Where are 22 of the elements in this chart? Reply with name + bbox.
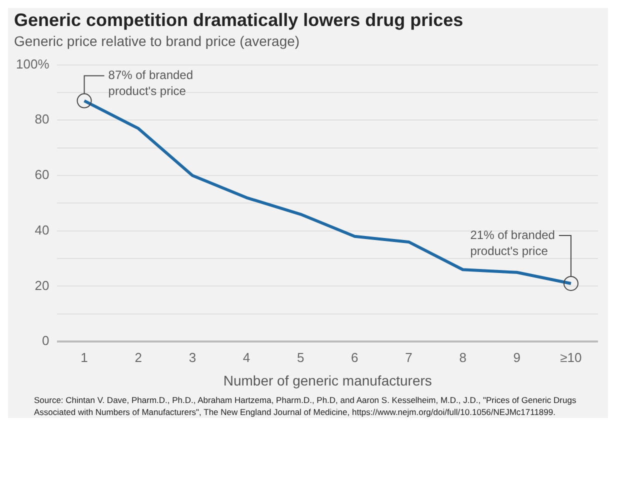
x-tick-label: 8 (459, 350, 466, 365)
y-tick-label: 40 (34, 222, 50, 238)
annotation: 21% of branded product's price (470, 228, 555, 258)
source-note: Source: Chintan V. Dave, Pharm.D., Ph.D., Abraham Hartzema, Pharm.D., Ph.D, and Aaron S. Kesselheim, M.D., J.D., "Prices of Generic Drugs Associated with Numbers of Manufacturers", The New England Journal of Medicine, https://www.nejm.org/doi/full/10.1056/NEJMc1711899. (34, 394, 578, 418)
x-tick-label: 9 (513, 350, 521, 365)
x-tick-label: 1 (80, 350, 88, 365)
chart-subtitle: Generic price relative to brand price (average) (14, 33, 301, 49)
x-tick-label: 7 (405, 350, 412, 365)
x-tick-label: 4 (242, 350, 250, 365)
x-tick-label: 3 (188, 350, 196, 365)
y-tick-label: 100% (16, 56, 50, 72)
x-tick-label: 2 (134, 350, 142, 365)
x-tick-label: 5 (296, 350, 304, 365)
y-tick-label: 60 (34, 167, 50, 182)
annotation: 87% of branded product's price (108, 68, 194, 98)
x-tick-label: ≥10 (560, 350, 582, 365)
x-tick-label: 6 (351, 350, 358, 365)
y-tick-label: 20 (34, 278, 50, 293)
y-tick-label: 80 (34, 112, 50, 127)
chart-title: Generic competition dramatically lowers drug prices (14, 10, 464, 31)
x-axis-title: Number of generic manufacturers (223, 372, 432, 388)
y-tick-label: 0 (42, 333, 50, 348)
